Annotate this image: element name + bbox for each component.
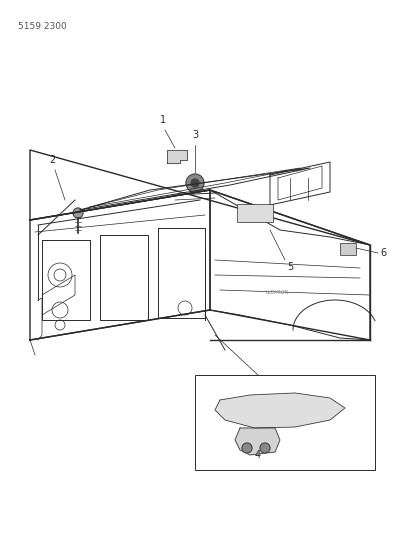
Circle shape xyxy=(242,443,252,453)
Text: 4: 4 xyxy=(255,450,261,460)
Text: 6: 6 xyxy=(380,248,386,258)
Text: 5159 2300: 5159 2300 xyxy=(18,22,67,31)
Bar xyxy=(237,204,273,222)
Text: 5: 5 xyxy=(287,262,293,272)
Text: 1: 1 xyxy=(160,115,166,125)
Text: 2: 2 xyxy=(49,155,55,165)
Polygon shape xyxy=(235,428,280,455)
Bar xyxy=(340,243,356,255)
Circle shape xyxy=(260,443,270,453)
Text: LeBARON: LeBARON xyxy=(265,289,288,295)
Polygon shape xyxy=(215,393,345,428)
Circle shape xyxy=(186,174,204,192)
Circle shape xyxy=(73,208,83,218)
Text: 3: 3 xyxy=(192,130,198,140)
Bar xyxy=(195,375,375,470)
Polygon shape xyxy=(167,150,187,163)
Circle shape xyxy=(191,179,199,187)
